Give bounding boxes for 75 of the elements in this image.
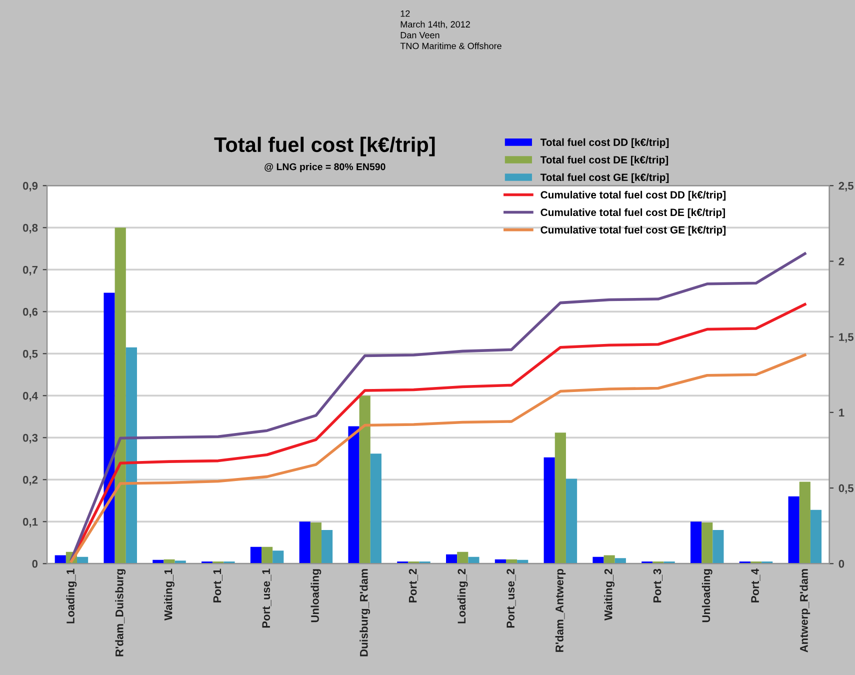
x-tick-label: Loading_2 — [457, 568, 468, 624]
bar — [321, 530, 333, 564]
x-tick-label: R'dam_Duisburg — [115, 569, 126, 656]
x-tick-label: Unloading — [310, 569, 322, 622]
bar — [370, 454, 382, 564]
y2-tick-label: 2,5 — [838, 182, 854, 192]
y-tick-label: 0,9 — [22, 182, 38, 192]
bar — [359, 396, 370, 564]
y-tick-label: 0 — [32, 560, 38, 568]
y-tick-label: 0,1 — [22, 518, 38, 528]
x-tick-label: Port_use_1 — [262, 568, 272, 628]
legend-label: Total fuel cost GE [k€/trip] — [540, 173, 669, 184]
bar — [690, 522, 702, 564]
bar — [262, 546, 273, 564]
bar — [114, 228, 126, 564]
bar — [544, 457, 555, 564]
y2-tick-label: 0 — [838, 560, 844, 568]
bar — [799, 482, 810, 564]
y-tick-label: 0,5 — [22, 350, 38, 360]
bar — [468, 556, 480, 564]
y2-tick-label: 1 — [839, 408, 844, 416]
y2-tick-label: 1,5 — [839, 333, 854, 343]
bar — [712, 530, 724, 564]
x-tick-label: Port_4 — [751, 568, 760, 602]
x-tick-label: Port_3 — [653, 568, 662, 602]
x-tick-label: Port_1 — [213, 568, 222, 602]
y-tick-label: 0,4 — [22, 392, 38, 402]
bar — [604, 555, 615, 564]
bar — [554, 432, 566, 564]
bar — [446, 554, 458, 564]
chart-subtitle: @ LNG price = 80% EN590 — [264, 163, 386, 172]
chart-title: Total fuel cost [k€/trip] — [214, 136, 435, 156]
x-tick-label: Duisburg_R'dam — [360, 569, 370, 656]
x-tick-label: R'dam_Antwerp — [555, 568, 566, 652]
x-tick-label: Unloading — [702, 569, 712, 622]
bar — [310, 522, 322, 564]
text: TNO Maritime & Offshore — [400, 42, 502, 50]
bar — [702, 522, 713, 564]
legend-label: Total fuel cost DD [k€/trip] — [540, 138, 669, 148]
x-tick-label: Waiting_1 — [164, 568, 174, 621]
legend-label: Cumulative total fuel cost GE [k€/trip] — [540, 226, 726, 236]
y-tick-label: 0,6 — [22, 308, 38, 318]
y-tick-label: 0,3 — [22, 434, 38, 444]
y2-tick-label: 0,5 — [838, 484, 854, 494]
bar — [566, 478, 578, 564]
bar — [810, 510, 822, 564]
text: Dan Veen — [400, 32, 440, 38]
line-series — [70, 252, 806, 561]
x-tick-label: Port_use_2 — [506, 568, 516, 628]
bar — [788, 496, 800, 564]
bar — [250, 546, 262, 564]
x-tick-label: Loading_1 — [66, 568, 77, 624]
legend-label: Total fuel cost DE [k€/trip] — [540, 156, 668, 166]
y-tick-label: 0,7 — [22, 266, 38, 276]
x-tick-label: Port_2 — [408, 568, 418, 602]
text: 12 — [400, 10, 410, 17]
bar — [299, 522, 310, 564]
x-tick-label: Waiting_2 — [604, 568, 615, 621]
legend-label: Cumulative total fuel cost DE [k€/trip] — [540, 208, 725, 218]
y-tick-label: 0,8 — [22, 224, 38, 234]
text: March 14th, 2012 — [400, 20, 470, 29]
line-series — [70, 354, 806, 563]
line-series — [70, 302, 806, 562]
bar — [592, 556, 604, 564]
bar — [457, 552, 468, 564]
bar — [54, 555, 66, 564]
y2-tick-label: 2 — [838, 257, 844, 266]
bar — [614, 558, 626, 564]
bar — [126, 347, 137, 564]
bar — [272, 550, 284, 564]
x-tick-label: Antwerp_R'dam — [800, 569, 810, 652]
bar — [348, 426, 360, 564]
legend-label: Cumulative total fuel cost DD [k€/trip] — [540, 190, 726, 201]
bar — [104, 292, 115, 564]
y-tick-label: 0,2 — [22, 476, 38, 486]
